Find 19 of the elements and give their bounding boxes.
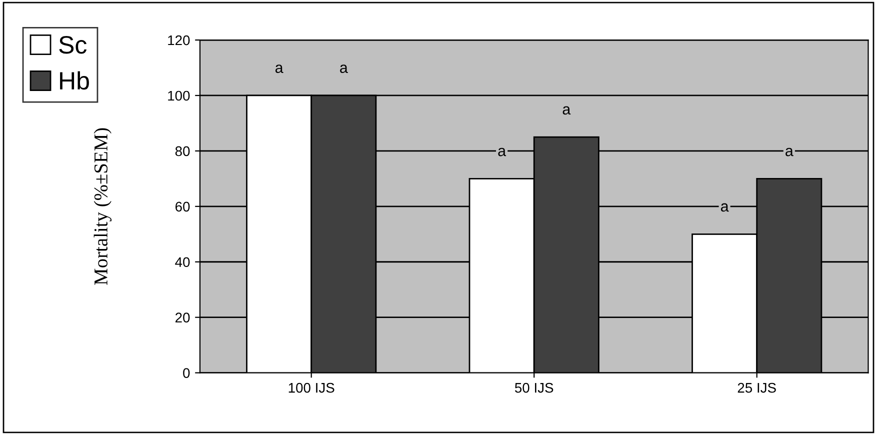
x-tick-label: 25 IJS	[738, 382, 776, 393]
y-tick-label: 20	[175, 312, 190, 322]
annotation: a	[786, 148, 794, 156]
annotation: a	[275, 64, 284, 74]
legend-label: Sc	[59, 36, 87, 54]
annotation: a	[340, 64, 348, 74]
y-tick-label: 60	[175, 202, 190, 212]
y-tick-label: 40	[175, 257, 190, 268]
annotation: a	[562, 106, 571, 115]
x-tick-label: 100 IJS	[288, 382, 334, 393]
y-axis-title: Mortality (%±SEM)	[94, 128, 112, 285]
y-tick-label: 0	[183, 368, 190, 378]
annotation: a	[720, 203, 729, 212]
y-tick-label: 100	[168, 90, 190, 101]
x-tick-label: 50 IJS	[514, 382, 554, 393]
y-tick-label: 80	[175, 146, 190, 156]
y-tick-label: 120	[168, 35, 190, 46]
annotation: a	[498, 148, 506, 156]
legend-label: Hb	[60, 71, 89, 90]
